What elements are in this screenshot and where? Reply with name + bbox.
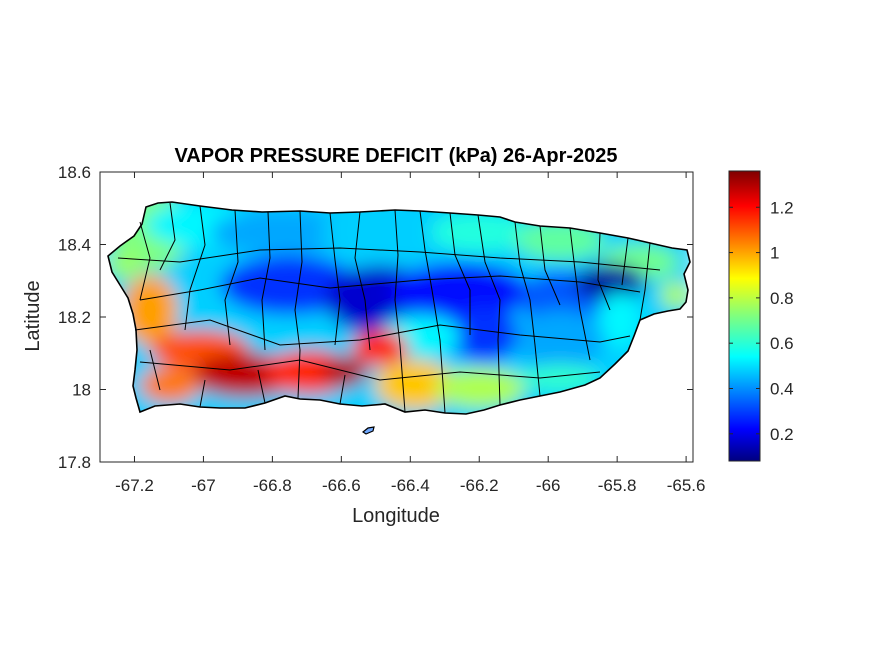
municipality-boundary: [354, 211, 371, 351]
municipality-boundary: [597, 232, 611, 311]
municipality-boundary: [419, 210, 446, 414]
municipality-boundary: [159, 202, 176, 271]
municipality-boundary: [394, 209, 406, 413]
municipality-boundary: [449, 212, 471, 335]
x-tick-label: -65.8: [598, 476, 637, 495]
municipality-boundary: [639, 242, 651, 321]
x-tick-label: -66.8: [253, 476, 292, 495]
colorbar-tick-label: 1: [770, 244, 779, 263]
colorbar-tick-label: 0.4: [770, 380, 794, 399]
municipality-boundary: [514, 221, 541, 397]
x-axis-ticks: -67.2 -67 -66.8 -66.6 -66.4 -66.2 -66 -65.8 -65.…: [115, 172, 705, 495]
municipality-boundary: [117, 247, 661, 271]
x-tick-label: -66.2: [460, 476, 499, 495]
x-tick-label: -66.6: [322, 476, 361, 495]
x-tick-label: -67: [191, 476, 216, 495]
colorbar-tick-label: 0.6: [770, 334, 794, 353]
municipality-boundary: [329, 212, 341, 346]
municipality-boundary: [257, 369, 266, 404]
municipality-boundary: [539, 225, 561, 306]
municipality-boundary: [294, 210, 303, 399]
y-tick-label: 18: [72, 381, 91, 400]
x-tick-label: -67.2: [115, 476, 154, 495]
municipality-boundary: [149, 349, 161, 391]
municipality-boundaries: [117, 202, 661, 414]
municipality-boundary: [139, 275, 641, 301]
colorbar-gradient: [728, 170, 761, 462]
y-tick-label: 18.4: [58, 236, 91, 255]
colorbar-ticks: 0.2 0.4 0.6 0.8 1 1.2: [729, 198, 794, 444]
municipality-boundary: [339, 374, 346, 405]
y-tick-label: 17.8: [58, 453, 91, 472]
colorbar: 0.2 0.4 0.6 0.8 1 1.2: [728, 170, 794, 462]
municipality-boundary: [139, 359, 601, 381]
colorbar-tick-label: 0.8: [770, 289, 794, 308]
x-tick-label: -66.4: [391, 476, 430, 495]
colorbar-tick-label: 0.2: [770, 425, 794, 444]
x-tick-label: -65.6: [667, 476, 706, 495]
municipality-boundary: [224, 209, 239, 346]
chart-title: VAPOR PRESSURE DEFICIT (kPa) 26-Apr-2025: [174, 145, 617, 167]
plot-area: -67.2 -67 -66.8 -66.6 -66.4 -66.2 -66 -65.8 -65.…: [58, 163, 706, 495]
municipality-boundary: [184, 205, 206, 331]
y-tick-label: 18.2: [58, 308, 91, 327]
island-coastline: [107, 201, 691, 415]
municipality-boundary: [477, 214, 501, 406]
municipality-boundary: [569, 227, 591, 361]
municipality-boundary: [199, 379, 206, 408]
municipality-boundary: [621, 237, 629, 286]
municipality-boundary: [134, 319, 631, 346]
y-axis-label: Latitude: [22, 280, 44, 351]
small-islet: [361, 426, 375, 435]
vpd-field: [108, 202, 690, 414]
x-axis-label: Longitude: [352, 505, 440, 527]
municipality-boundary: [139, 221, 151, 301]
colorbar-tick-label: 1.2: [770, 198, 794, 217]
y-tick-label: 18.6: [58, 163, 91, 182]
x-tick-label: -66: [536, 476, 561, 495]
y-axis-ticks: 17.8 18 18.2 18.4 18.6: [58, 163, 693, 472]
